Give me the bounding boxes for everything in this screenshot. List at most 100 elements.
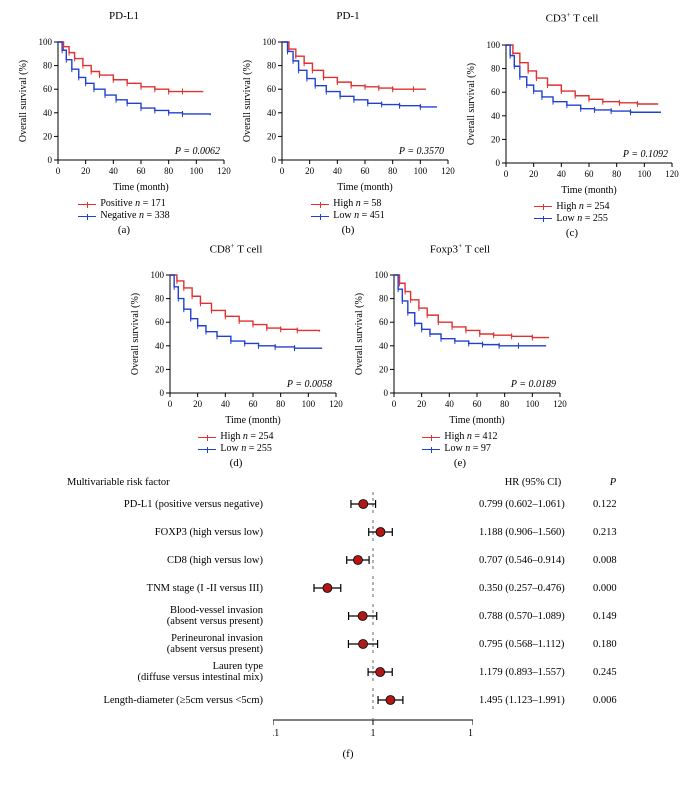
svg-text:100: 100 — [375, 270, 389, 280]
legend-swatch — [422, 449, 440, 450]
svg-text:Overall survival (%): Overall survival (%) — [466, 63, 477, 145]
panel-title-d: CD8+ T cell — [210, 241, 263, 256]
forest-row-plot — [273, 660, 473, 684]
legend-swatch — [422, 437, 440, 438]
svg-text:100: 100 — [487, 40, 501, 50]
legend-item: Low n = 255 — [198, 443, 271, 455]
svg-text:100: 100 — [638, 169, 652, 179]
legend-swatch — [198, 449, 216, 450]
svg-text:20: 20 — [529, 169, 539, 179]
forest-header-hr: HR (95% CI) — [473, 477, 593, 488]
panel-letter-c: (c) — [566, 227, 578, 239]
svg-text:20: 20 — [305, 166, 315, 176]
svg-text:120: 120 — [553, 399, 567, 409]
svg-text:100: 100 — [151, 270, 165, 280]
legend-label: High n = 254 — [220, 431, 273, 443]
forest-row-p: 0.180 — [593, 639, 633, 650]
svg-text:80: 80 — [612, 169, 622, 179]
legend-item: High n = 254 — [198, 431, 273, 443]
svg-text:60: 60 — [379, 318, 389, 328]
svg-text:60: 60 — [267, 84, 277, 94]
legend-label: High n = 254 — [556, 201, 609, 213]
svg-text:100: 100 — [190, 166, 204, 176]
forest-row-p: 0.006 — [593, 695, 633, 706]
svg-text:Overall survival (%): Overall survival (%) — [18, 60, 29, 142]
svg-text:P = 0.0189: P = 0.0189 — [510, 379, 556, 390]
legend-item: Low n = 255 — [534, 213, 607, 225]
svg-text:80: 80 — [379, 294, 389, 304]
svg-text:100: 100 — [263, 37, 277, 47]
svg-text:120: 120 — [329, 399, 343, 409]
panel-letter-a: (a) — [118, 224, 130, 236]
forest-row-label: Blood-vessel invasion(absent versus pres… — [63, 605, 273, 628]
svg-text:Time (month): Time (month) — [561, 185, 616, 196]
forest-row-p: 0.213 — [593, 527, 633, 538]
legend-swatch — [78, 216, 96, 217]
km-row-1: PD-L1 0 20 40 60 80 100 0 20 40 60 80 100 120 Time (mo… — [8, 10, 688, 239]
svg-text:40: 40 — [491, 110, 501, 120]
legend-swatch — [534, 218, 552, 219]
forest-row-hr: 1.188 (0.906–1.560) — [473, 527, 593, 538]
svg-text:0: 0 — [272, 155, 277, 165]
svg-text:60: 60 — [491, 87, 501, 97]
svg-text:Time (month): Time (month) — [337, 182, 392, 193]
forest-row-p: 0.000 — [593, 583, 633, 594]
svg-text:20: 20 — [379, 365, 389, 375]
forest-row-p: 0.149 — [593, 611, 633, 622]
forest-row-plot — [273, 576, 473, 600]
panel-e: Foxp3+ T cell020406080100020406080100120… — [350, 241, 570, 470]
svg-text:0: 0 — [56, 166, 61, 176]
forest-row-hr: 0.799 (0.602–1.061) — [473, 499, 593, 510]
svg-text:80: 80 — [500, 399, 510, 409]
forest-row-label: Lauren type(diffuse versus intestinal mi… — [63, 661, 273, 684]
svg-text:120: 120 — [441, 166, 455, 176]
panel-letter-b: (b) — [342, 224, 355, 236]
svg-text:P = 0.1092: P = 0.1092 — [622, 149, 668, 160]
forest-row-plot — [273, 492, 473, 516]
panel-title-b: PD-1 — [336, 10, 359, 22]
forest-row-label: PD-L1 (positive versus negative) — [63, 499, 273, 511]
forest-row-hr: 0.788 (0.570–1.089) — [473, 611, 593, 622]
km-chart-b: 020406080100020406080100120Time (month)O… — [238, 24, 458, 194]
svg-text:0: 0 — [160, 388, 165, 398]
forest-row-hr: 0.350 (0.257–0.476) — [473, 583, 593, 594]
forest-row-plot — [273, 604, 473, 628]
km-row-2: CD8+ T cell020406080100020406080100120Ti… — [8, 241, 688, 470]
svg-text:40: 40 — [333, 166, 343, 176]
svg-text:0: 0 — [496, 158, 501, 168]
svg-text:10: 10 — [468, 728, 473, 739]
forest-row-plot — [273, 688, 473, 712]
legend-label: High n = 58 — [333, 198, 381, 210]
legend-label: Low n = 97 — [444, 443, 490, 455]
legend-b: High n = 58Low n = 451 — [311, 198, 384, 222]
svg-text:0: 0 — [280, 166, 285, 176]
svg-text:100: 100 — [526, 399, 540, 409]
svg-text:20: 20 — [417, 399, 427, 409]
svg-text:P = 0.0058: P = 0.0058 — [286, 379, 332, 390]
svg-text:60: 60 — [585, 169, 595, 179]
svg-text:60: 60 — [43, 84, 53, 94]
svg-text:0: 0 — [504, 169, 509, 179]
svg-text:80: 80 — [164, 166, 174, 176]
forest-row-label: CD8 (high versus low) — [63, 555, 273, 567]
svg-text:80: 80 — [491, 63, 501, 73]
svg-text:20: 20 — [155, 365, 165, 375]
svg-text:80: 80 — [388, 166, 398, 176]
legend-swatch — [198, 437, 216, 438]
panel-letter-e: (e) — [454, 457, 466, 469]
svg-text:0: 0 — [48, 155, 53, 165]
panel-title-a: PD-L1 — [109, 10, 139, 22]
svg-text:40: 40 — [43, 108, 53, 118]
forest-axis: 0.1110 — [273, 716, 473, 746]
svg-text:40: 40 — [221, 399, 231, 409]
forest-row-hr: 0.795 (0.568–1.112) — [473, 639, 593, 650]
svg-text:80: 80 — [155, 294, 165, 304]
forest-row-plot — [273, 632, 473, 656]
svg-text:60: 60 — [361, 166, 371, 176]
legend-swatch — [78, 204, 96, 205]
panel-title-c: CD3+ T cell — [546, 10, 599, 25]
svg-text:100: 100 — [39, 37, 53, 47]
forest-row-p: 0.245 — [593, 667, 633, 678]
svg-text:20: 20 — [267, 131, 277, 141]
legend-item: High n = 58 — [311, 198, 381, 210]
